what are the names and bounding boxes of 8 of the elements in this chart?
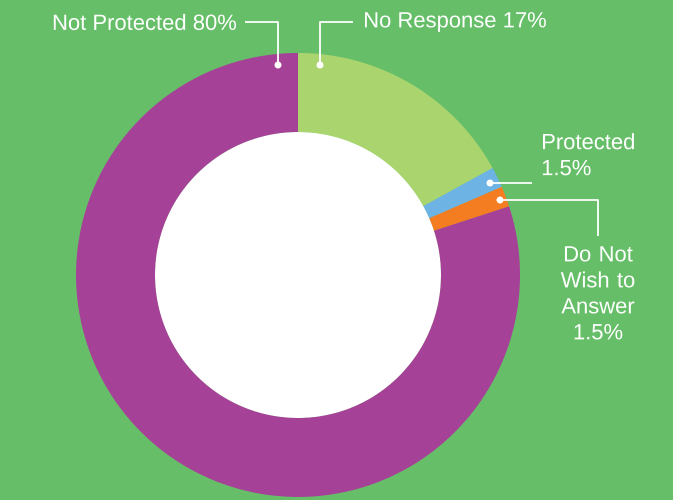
slice-label: Not Protected — [54, 14, 186, 30]
slice-label: Do Not Wish to Answer — [560, 246, 634, 314]
data-label: 17% — [504, 12, 546, 28]
data-label: 1.5% — [574, 324, 622, 340]
slice-label: Protected — [543, 133, 634, 150]
slice-label: No Response — [365, 12, 496, 32]
data-label: 80% — [194, 14, 236, 30]
data-label: 1.5% — [542, 160, 591, 176]
